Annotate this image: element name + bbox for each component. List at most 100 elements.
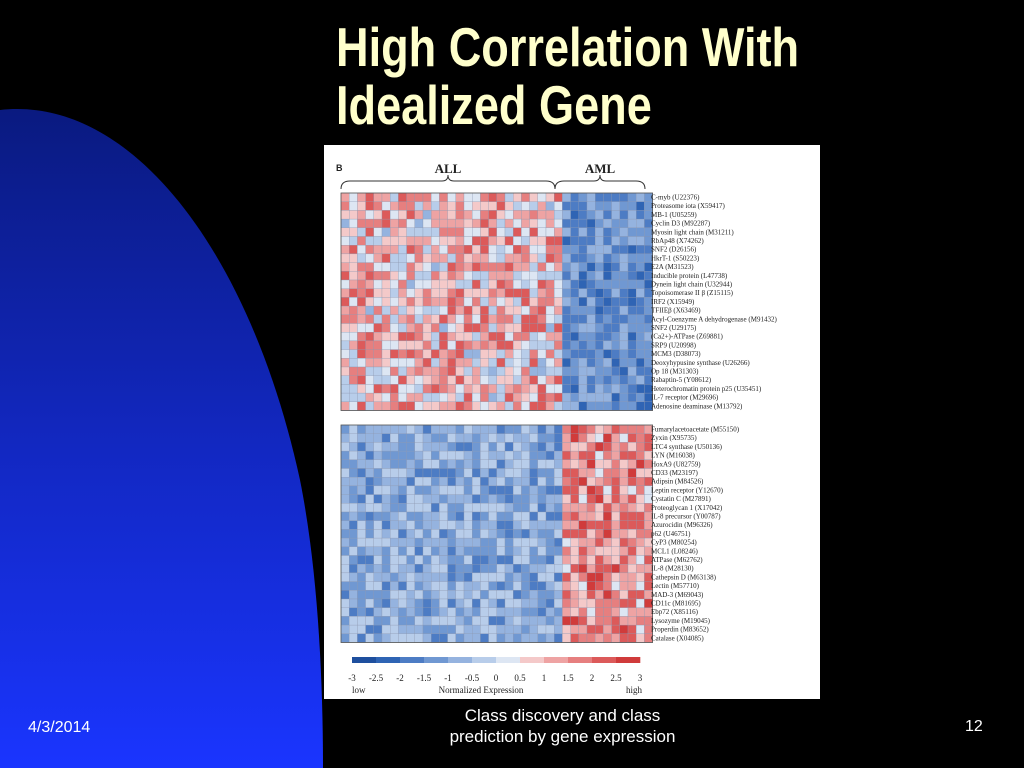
top-block-cell xyxy=(414,314,424,324)
bottom-block-cell xyxy=(406,477,415,487)
bottom-block-cell xyxy=(562,459,571,469)
top-block-cell xyxy=(636,218,645,228)
bottom-block-cell xyxy=(422,590,432,600)
top-block-cell xyxy=(496,401,506,411)
top-block-cell xyxy=(463,227,473,237)
top-block-cell xyxy=(422,210,432,220)
bottom-block-cell xyxy=(373,590,383,600)
top-block-cell xyxy=(537,271,547,281)
bottom-block-cell xyxy=(480,503,489,513)
bottom-block-cell xyxy=(455,529,465,539)
bottom-block-cell xyxy=(472,511,481,521)
bottom-block-cell xyxy=(431,450,440,460)
bottom-block-cell xyxy=(496,503,506,513)
top-block-cell xyxy=(406,314,415,324)
top-block-cell xyxy=(422,332,432,342)
bottom-block-cell xyxy=(554,485,563,495)
bottom-block-cell xyxy=(365,511,374,521)
bottom-block-cell xyxy=(619,433,629,443)
gene-label: HoxA9 (U82759) xyxy=(651,460,701,468)
top-block-cell xyxy=(365,323,374,333)
top-block-cell xyxy=(529,227,538,237)
top-block-cell xyxy=(398,384,407,394)
bottom-block-cell xyxy=(373,581,383,591)
gene-label: Cystatin C (M27891) xyxy=(651,495,712,503)
bottom-block-cell xyxy=(578,633,588,643)
bottom-block-cell xyxy=(627,477,637,487)
top-block-cell xyxy=(636,253,645,263)
bottom-block-cell xyxy=(595,607,604,617)
bottom-block-cell xyxy=(619,546,629,556)
top-block-cell xyxy=(504,401,514,411)
bottom-block-cell xyxy=(513,520,522,530)
top-block-cell xyxy=(603,288,612,298)
bottom-block-cell xyxy=(619,624,629,634)
top-block-cell xyxy=(488,323,497,333)
top-block-cell xyxy=(414,227,424,237)
top-block-cell xyxy=(365,245,374,255)
bottom-block-cell xyxy=(627,616,637,626)
top-block-cell xyxy=(570,253,579,263)
bottom-block-cell xyxy=(504,529,514,539)
bottom-block-cell xyxy=(381,607,391,617)
bottom-block-cell xyxy=(480,598,489,608)
brace-all xyxy=(340,174,556,190)
top-block-cell xyxy=(488,358,497,368)
bottom-block-cell xyxy=(586,624,596,634)
bottom-block-cell xyxy=(463,520,473,530)
top-block-cell xyxy=(537,314,547,324)
top-block-cell xyxy=(586,297,596,307)
bottom-block-cell xyxy=(521,590,530,600)
bottom-block-cell xyxy=(529,607,538,617)
top-block-cell xyxy=(398,332,407,342)
top-block-cell xyxy=(480,245,489,255)
bottom-block-cell xyxy=(513,511,522,521)
bottom-block-cell xyxy=(521,503,530,513)
top-block-cell xyxy=(463,323,473,333)
bottom-block-cell xyxy=(390,442,399,452)
bottom-block-cell xyxy=(357,494,366,504)
bottom-block-cell xyxy=(447,564,456,574)
top-block-cell xyxy=(422,366,432,376)
bottom-block-cell xyxy=(406,494,415,504)
top-block-cell xyxy=(570,332,579,342)
bottom-block-cell xyxy=(480,581,489,591)
scale-swatch xyxy=(592,657,617,663)
bottom-block-cell xyxy=(537,424,547,434)
top-block-cell xyxy=(619,384,629,394)
bottom-block-cell xyxy=(488,555,497,565)
bottom-block-cell xyxy=(447,503,456,513)
top-block-cell xyxy=(496,245,506,255)
scale-swatch xyxy=(544,657,569,663)
top-block-cell xyxy=(636,271,645,281)
top-block-cell xyxy=(586,314,596,324)
bottom-block-cell xyxy=(480,450,489,460)
top-block-cell xyxy=(422,305,432,315)
bottom-block-cell xyxy=(545,546,555,556)
bottom-block-cell xyxy=(373,477,383,487)
top-block-cell xyxy=(521,236,530,246)
bottom-block-cell xyxy=(619,564,629,574)
top-block-cell xyxy=(431,227,440,237)
bottom-block-cell xyxy=(537,546,547,556)
bottom-block-cell xyxy=(365,485,374,495)
top-block-cell xyxy=(595,253,604,263)
bottom-block-cell xyxy=(340,520,350,530)
bottom-block-cell xyxy=(422,511,432,521)
bottom-block-cell xyxy=(488,424,497,434)
gene-label: Proteoglycan 1 (X17042) xyxy=(651,504,723,512)
bottom-block-cell xyxy=(521,459,530,469)
bottom-block-cell xyxy=(340,581,350,591)
top-block-cell xyxy=(521,288,530,298)
bottom-block-cell xyxy=(504,581,514,591)
bottom-block-cell xyxy=(357,468,366,478)
top-block-cell xyxy=(636,201,645,211)
bottom-block-cell xyxy=(439,442,448,452)
bottom-block-cell xyxy=(521,529,530,539)
bottom-block-cell xyxy=(349,564,358,574)
bottom-block-cell xyxy=(439,607,448,617)
gene-label: IL-7 receptor (M29696) xyxy=(651,394,719,402)
top-block-cell xyxy=(439,210,448,220)
top-block-cell xyxy=(390,332,399,342)
bottom-block-cell xyxy=(611,590,620,600)
